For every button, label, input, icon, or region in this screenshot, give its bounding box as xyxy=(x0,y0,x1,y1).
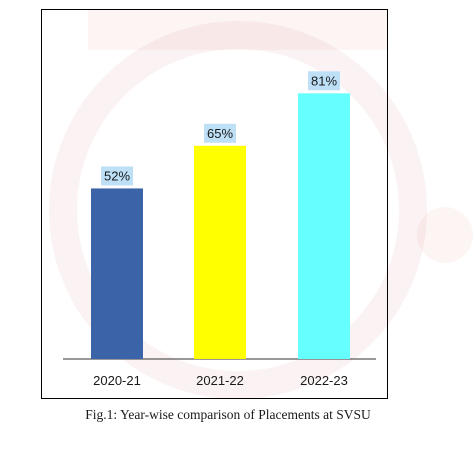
bar-2020-21 xyxy=(91,188,143,359)
x-tick-label-2020-21: 2020-21 xyxy=(93,373,141,388)
figure-caption: Fig.1: Year-wise comparison of Placement… xyxy=(85,407,371,422)
x-tick-label-2021-22: 2021-22 xyxy=(196,373,244,388)
data-labels-layer: 52% 65% 81% xyxy=(101,71,340,186)
data-label-2020-21: 52% xyxy=(104,168,130,183)
data-label-2021-22: 65% xyxy=(207,126,233,141)
bars-layer xyxy=(91,93,350,359)
data-label-2022-23: 81% xyxy=(311,73,337,88)
bar-chart: 52% 65% 81% 2020-21 2021-22 2022-23 xyxy=(63,71,376,388)
data-label-background-2021-22 xyxy=(204,123,236,143)
data-label-background-2020-21 xyxy=(101,166,133,186)
bar-2022-23 xyxy=(298,93,350,359)
x-tick-label-2022-23: 2022-23 xyxy=(300,373,348,388)
bar-2021-22 xyxy=(194,145,246,359)
chart-frame: 52% 65% 81% 2020-21 2021-22 2022-23 xyxy=(41,9,388,399)
x-tick-labels: 2020-21 2021-22 2022-23 xyxy=(93,373,348,388)
data-label-background-2022-23 xyxy=(308,71,340,91)
